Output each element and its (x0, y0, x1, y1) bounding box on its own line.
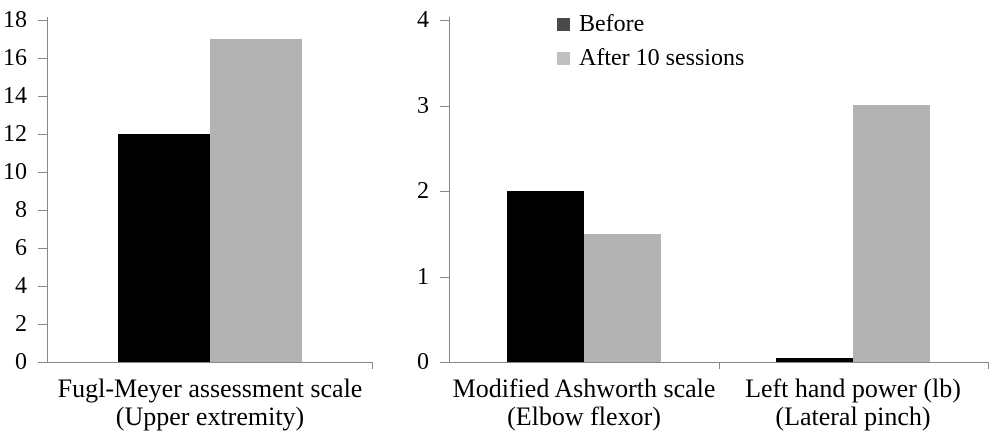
y-axis-tick (38, 286, 47, 287)
legend-swatch-after-icon (557, 51, 570, 65)
y-tick-label: 3 (417, 93, 429, 119)
y-tick-label: 1 (417, 264, 429, 290)
x-axis-tick (719, 362, 720, 369)
y-axis-tick (38, 20, 47, 21)
y-axis-tick (38, 210, 47, 211)
x-axis-tick (372, 362, 373, 369)
y-tick-label: 0 (417, 349, 429, 375)
category-label-fugl-meyer: Fugl-Meyer assessment scale (Upper extre… (30, 375, 390, 431)
y-axis-tick (440, 106, 449, 107)
y-axis-tick (38, 58, 47, 59)
category-label-line-2: (Upper extremity) (115, 402, 305, 431)
category-label-line-2: (Elbow flexor) (507, 402, 661, 431)
y-axis-tick (38, 248, 47, 249)
y-tick-label: 4 (15, 273, 27, 299)
y-axis-tick (38, 96, 47, 97)
y-tick-label: 2 (15, 311, 27, 337)
y-tick-label: 4 (417, 7, 429, 33)
x-axis-tick (988, 362, 989, 369)
legend-label-after: After 10 sessions (579, 44, 745, 71)
legend-entry-before: Before (557, 11, 744, 37)
chart-legend: Before After 10 sessions (557, 11, 744, 79)
bar-after-category-1 (853, 105, 930, 362)
x-axis-line (47, 362, 373, 363)
bar-after-category-0 (210, 39, 302, 362)
y-tick-label: 0 (15, 349, 27, 375)
y-tick-label: 18 (3, 7, 27, 33)
y-axis-tick (38, 134, 47, 135)
y-tick-label: 16 (3, 45, 27, 71)
legend-entry-after: After 10 sessions (557, 45, 744, 71)
y-tick-label: 10 (3, 159, 27, 185)
category-label-line-1: Left hand power (lb) (745, 374, 961, 403)
bar-before-category-0 (507, 191, 584, 362)
y-axis-tick (440, 277, 449, 278)
y-axis-line (449, 17, 450, 363)
y-tick-label: 8 (15, 197, 27, 223)
legend-swatch-before-icon (557, 17, 570, 31)
bar-before-category-1 (776, 358, 853, 362)
bar-after-category-0 (584, 234, 661, 362)
category-label-line-2: (Lateral pinch) (775, 402, 931, 431)
y-axis-tick (38, 324, 47, 325)
y-tick-label: 14 (3, 83, 27, 109)
category-label-hand-power: Left hand power (lb) (Lateral pinch) (713, 375, 993, 431)
y-tick-label: 12 (3, 121, 27, 147)
bar-before-category-0 (118, 134, 210, 362)
y-axis-tick (440, 191, 449, 192)
y-axis-tick (38, 172, 47, 173)
category-label-ashworth: Modified Ashworth scale (Elbow flexor) (444, 375, 724, 431)
y-axis-tick (440, 362, 449, 363)
category-label-line-1: Fugl-Meyer assessment scale (57, 374, 363, 403)
y-tick-label: 2 (417, 178, 429, 204)
y-axis-tick (440, 20, 449, 21)
y-axis-tick (38, 362, 47, 363)
y-tick-label: 6 (15, 235, 27, 261)
category-label-line-1: Modified Ashworth scale (452, 374, 716, 403)
y-axis-line (47, 17, 48, 363)
legend-label-before: Before (579, 10, 645, 37)
